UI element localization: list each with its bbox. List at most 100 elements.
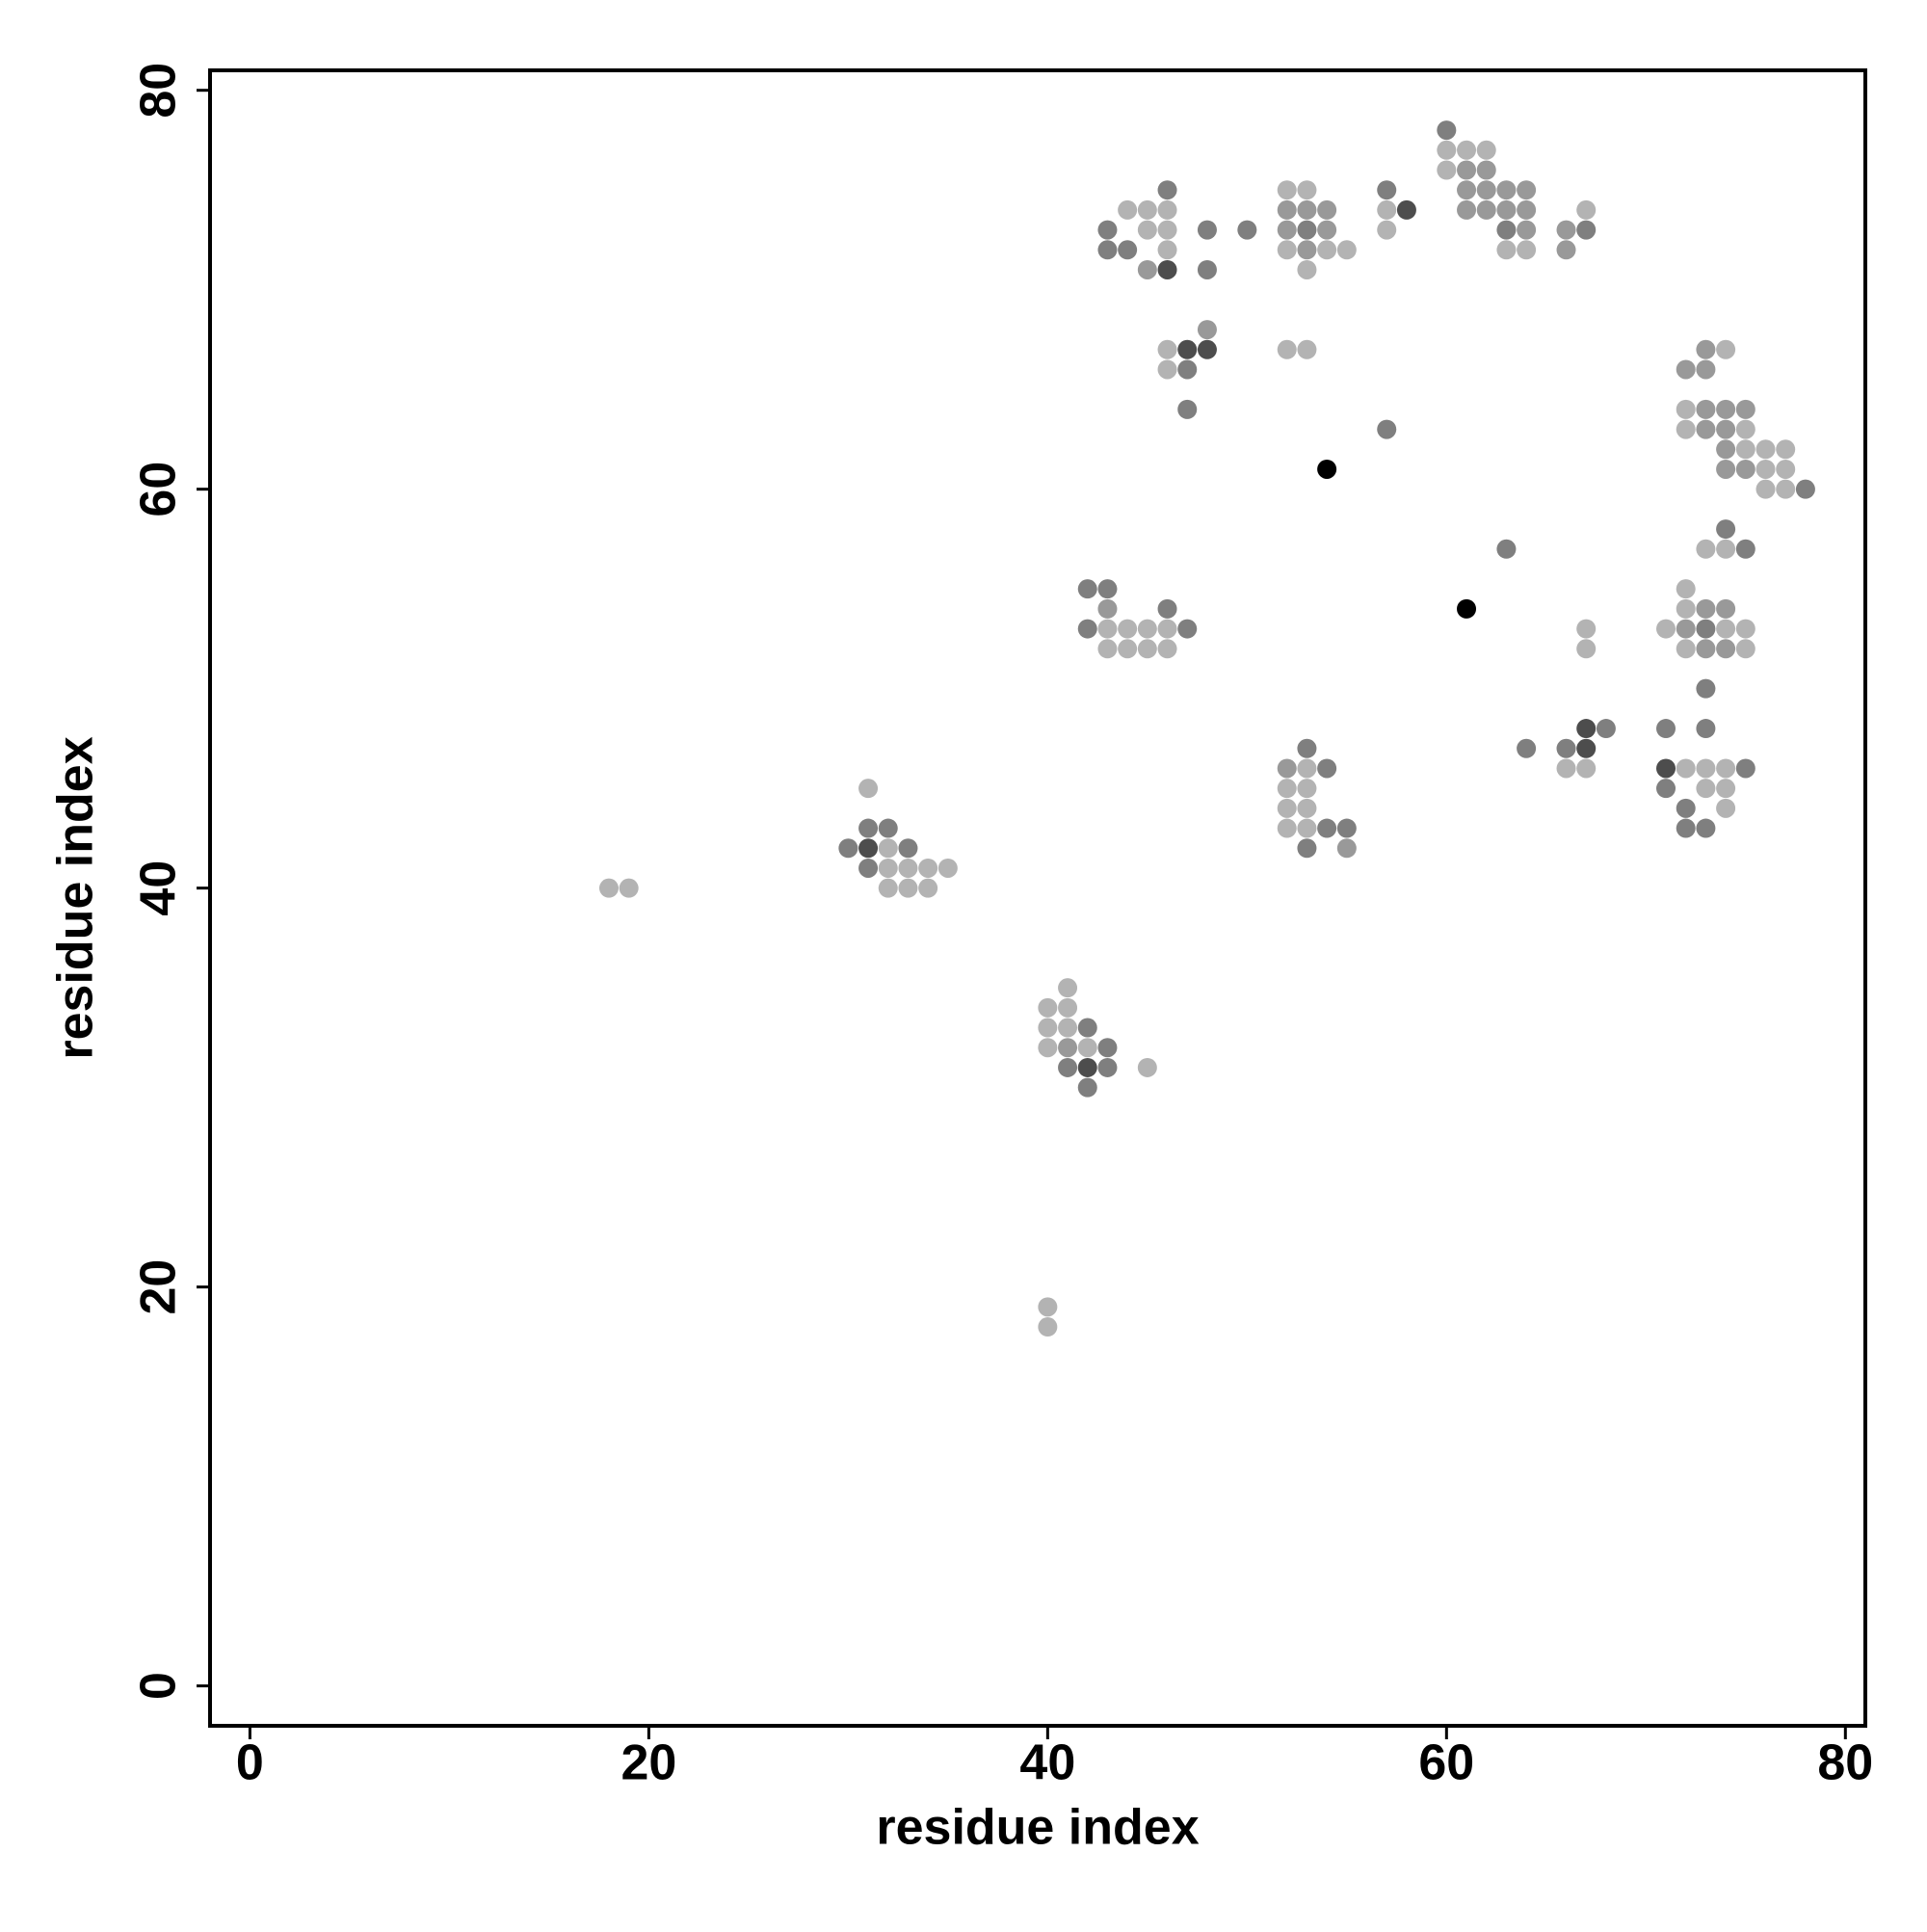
contact-point (898, 858, 918, 878)
contact-point (1716, 639, 1736, 659)
contact-point (1696, 359, 1716, 380)
contact-point (1317, 240, 1337, 260)
contact-point (1576, 639, 1597, 659)
contact-point (1038, 1038, 1058, 1058)
contact-point (1496, 220, 1517, 240)
contact-point (1297, 779, 1317, 799)
contact-point (1277, 199, 1297, 220)
contact-point (1676, 639, 1696, 659)
contact-point (1696, 339, 1716, 359)
contact-point (1696, 639, 1716, 659)
contact-point (1197, 339, 1217, 359)
contact-point (1118, 639, 1138, 659)
contact-point (1457, 598, 1477, 619)
contact-point (937, 858, 958, 878)
contact-point (1097, 220, 1118, 240)
contact-point (1676, 598, 1696, 619)
contact-point (1517, 180, 1537, 200)
contact-point (1077, 1057, 1097, 1077)
contact-point (1735, 539, 1755, 559)
contact-point (1716, 519, 1736, 540)
contact-point (1317, 758, 1337, 779)
contact-point (1457, 199, 1477, 220)
contact-point (1077, 1038, 1097, 1058)
contact-point (1058, 1057, 1078, 1077)
contact-point (1696, 619, 1716, 639)
contact-point (1755, 479, 1776, 499)
contact-point (1377, 419, 1397, 439)
contact-point (838, 838, 858, 859)
contact-point (1077, 1018, 1097, 1038)
contact-point (1517, 199, 1537, 220)
contact-point (1118, 240, 1138, 260)
contact-point (1297, 798, 1317, 818)
contact-point (1377, 220, 1397, 240)
contact-point (1496, 180, 1517, 200)
contact-point (1496, 539, 1517, 559)
contact-point (1457, 160, 1477, 180)
contact-point (1197, 320, 1217, 340)
contact-point (1735, 459, 1755, 479)
plot-frame (208, 68, 1867, 1728)
contact-point (1576, 719, 1597, 739)
contact-point (1157, 199, 1177, 220)
contact-point (1656, 779, 1676, 799)
contact-point (1776, 479, 1796, 499)
contact-point (1735, 419, 1755, 439)
contact-point (1058, 1018, 1078, 1038)
contact-point (1716, 339, 1736, 359)
contact-point (858, 779, 879, 799)
contact-point (1137, 259, 1157, 279)
contact-point (1457, 180, 1477, 200)
contact-point (1676, 579, 1696, 599)
contact-point (1237, 220, 1257, 240)
contact-point (1676, 359, 1696, 380)
contact-point (1755, 439, 1776, 460)
contact-point (878, 878, 898, 898)
contact-point (1336, 240, 1357, 260)
y-tick-label: 0 (131, 1672, 187, 1700)
contact-point (1277, 818, 1297, 838)
contact-point (1317, 199, 1337, 220)
contact-point (1716, 598, 1736, 619)
contact-point (1097, 1038, 1118, 1058)
contact-point (1157, 639, 1177, 659)
contact-point (878, 838, 898, 859)
contact-point (1038, 1297, 1058, 1317)
contact-point (1058, 978, 1078, 998)
contact-point (1496, 199, 1517, 220)
contact-point (1576, 758, 1597, 779)
contact-point (1696, 779, 1716, 799)
contact-point (1556, 758, 1576, 779)
contact-point (1277, 339, 1297, 359)
contact-point (1297, 758, 1317, 779)
contact-point (1656, 719, 1676, 739)
contact-point (1157, 359, 1177, 380)
contact-point (1157, 259, 1177, 279)
contact-point (1118, 619, 1138, 639)
contact-point (1696, 719, 1716, 739)
contact-point (1716, 779, 1736, 799)
contact-point (1197, 259, 1217, 279)
contact-point (1177, 399, 1198, 419)
contact-point (1297, 199, 1317, 220)
contact-point (1556, 738, 1576, 758)
contact-point (1576, 199, 1597, 220)
y-tick-label: 20 (131, 1259, 187, 1315)
contact-point (1277, 798, 1297, 818)
contact-point (858, 818, 879, 838)
x-tick-label: 0 (236, 1735, 264, 1791)
contact-point (1696, 419, 1716, 439)
contact-point (1097, 240, 1118, 260)
contact-point (619, 878, 639, 898)
contact-point (1576, 738, 1597, 758)
contact-point (1377, 180, 1397, 200)
contact-point (1755, 459, 1776, 479)
contact-point (1058, 997, 1078, 1018)
contact-point (1297, 220, 1317, 240)
contact-point (1735, 619, 1755, 639)
contact-point (1556, 220, 1576, 240)
contact-point (1716, 619, 1736, 639)
